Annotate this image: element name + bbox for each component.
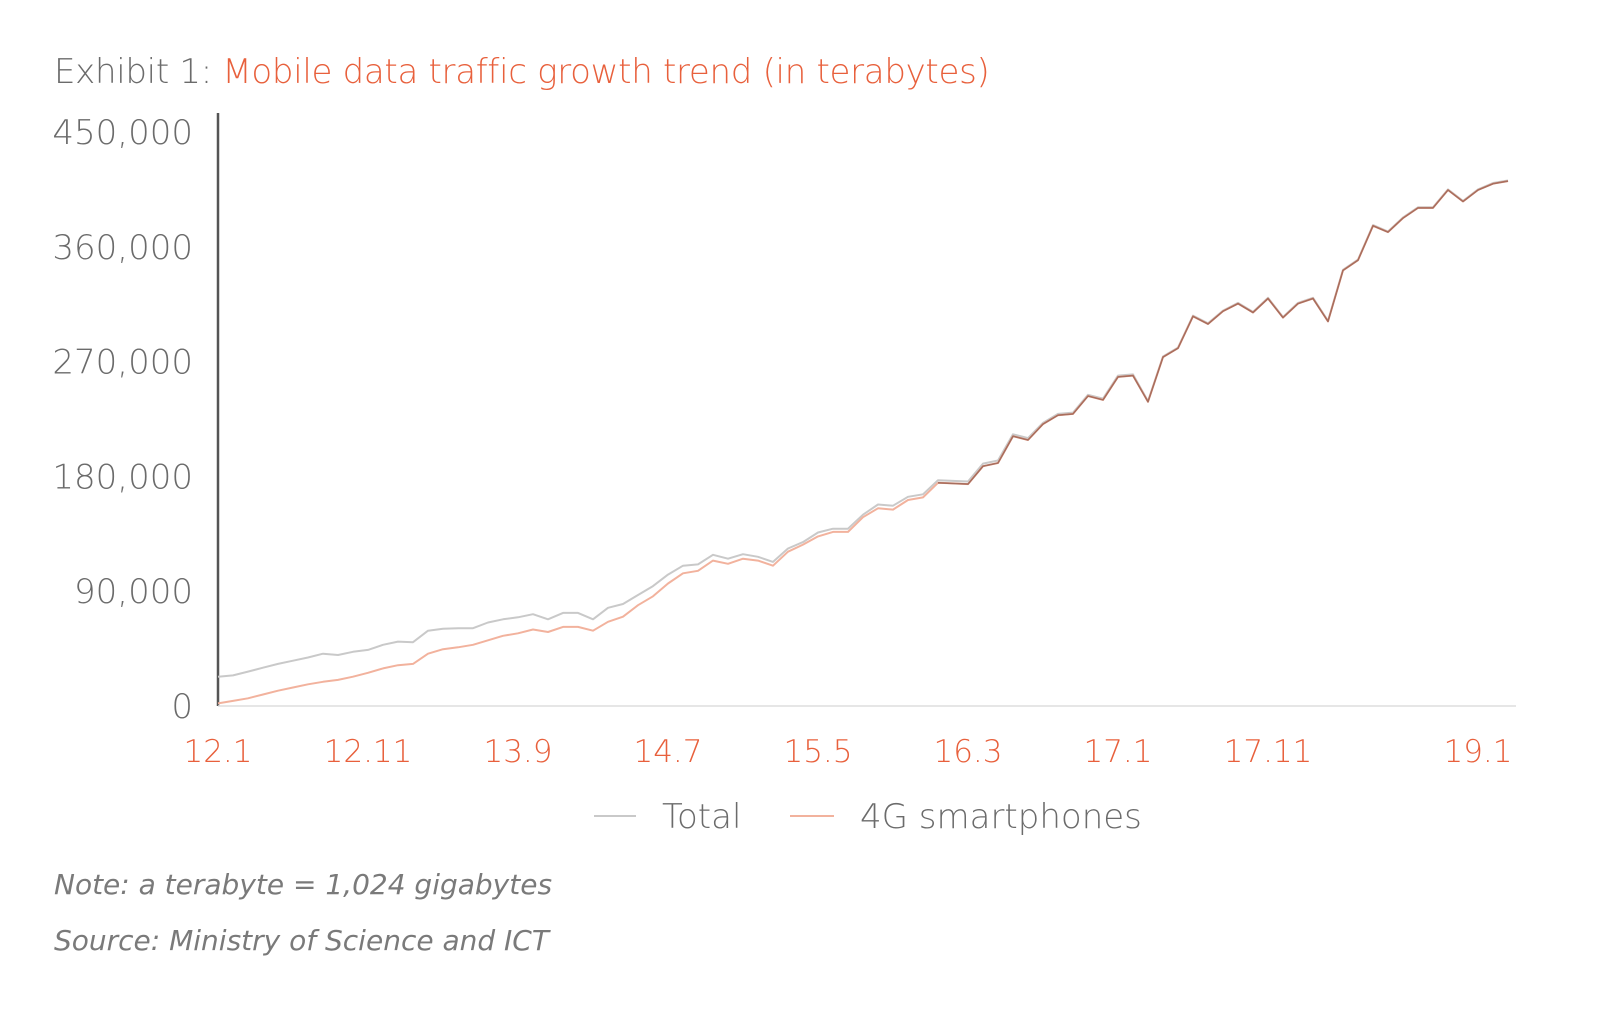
y-tick-label: 180,000 — [52, 457, 193, 497]
x-tick-label: 16.3 — [933, 734, 1002, 770]
x-tick-label: 14.7 — [633, 734, 702, 770]
series-overlap-overlay — [218, 181, 1508, 703]
legend-total-label: Total — [662, 797, 741, 837]
x-tick-label: 12.1 — [183, 734, 252, 770]
x-tick-label: 17.11 — [1224, 734, 1313, 770]
chart-title: Exhibit 1: Mobile data traffic growth tr… — [54, 52, 990, 92]
x-tick-label: 19.1 — [1443, 734, 1512, 770]
chart-title-prefix: Exhibit 1: — [54, 52, 212, 92]
source-note: Source: Ministry of Science and ICT — [54, 924, 549, 957]
legend-4g-smartphones-label: 4G smartphones — [860, 797, 1142, 837]
y-tick-label: 90,000 — [74, 572, 193, 612]
y-tick-label: 0 — [171, 687, 193, 727]
series-line-total — [217, 179, 1509, 678]
x-tick-label: 13.9 — [483, 734, 552, 770]
x-tick-label: 17.1 — [1083, 734, 1152, 770]
series-line-4g-smartphones — [217, 180, 1509, 705]
x-tick-label: 12.11 — [324, 734, 413, 770]
y-tick-label: 270,000 — [52, 343, 193, 383]
y-tick-label: 360,000 — [52, 228, 193, 268]
chart-title-main: Mobile data traffic growth trend (in ter… — [222, 52, 990, 92]
series-overlap-segment — [937, 180, 1509, 485]
x-tick-label: 15.5 — [783, 734, 852, 770]
y-tick-label: 450,000 — [52, 113, 193, 153]
footnote: Note: a terabyte = 1,024 gigabytes — [54, 868, 553, 901]
